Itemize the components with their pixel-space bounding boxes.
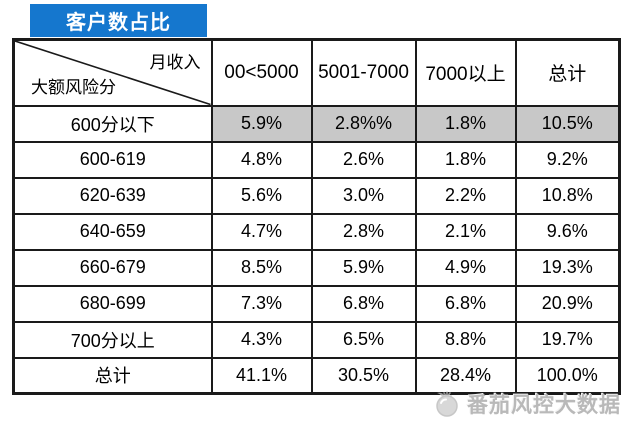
column-header: 00<5000 [210, 38, 313, 107]
table-row: 640-659 4.7% 2.8% 2.1% 9.6% [12, 212, 621, 251]
value-cell: 2.8%% [310, 104, 417, 143]
value-cell: 1.8% [414, 140, 517, 179]
value-cell: 2.2% [414, 176, 517, 215]
table-row: 600分以下 5.9% 2.8%% 1.8% 10.5% [12, 104, 621, 143]
value-cell: 20.9% [514, 284, 621, 323]
value-cell: 2.1% [414, 212, 517, 251]
data-table: 月收入 大额风险分 00<5000 5001-7000 7000以上 总计 60… [12, 38, 621, 395]
value-cell: 4.8% [210, 140, 313, 179]
value-cell: 6.8% [414, 284, 517, 323]
row-label: 600-619 [12, 140, 213, 179]
column-header: 7000以上 [414, 38, 517, 107]
row-label: 600分以下 [12, 104, 213, 143]
value-cell: 6.5% [310, 320, 417, 359]
table-row: 600-619 4.8% 2.6% 1.8% 9.2% [12, 140, 621, 179]
table-row: 总计 41.1% 30.5% 28.4% 100.0% [12, 356, 621, 395]
value-cell: 5.9% [210, 104, 313, 143]
column-header: 5001-7000 [310, 38, 417, 107]
column-header: 总计 [514, 38, 621, 107]
corner-row-axis-label: 大额风险分 [31, 77, 116, 97]
value-cell: 19.7% [514, 320, 621, 359]
value-cell: 5.9% [310, 248, 417, 287]
table-row: 620-639 5.6% 3.0% 2.2% 10.8% [12, 176, 621, 215]
value-cell: 1.8% [414, 104, 517, 143]
value-cell: 3.0% [310, 176, 417, 215]
value-cell: 2.6% [310, 140, 417, 179]
value-cell: 4.3% [210, 320, 313, 359]
value-cell: 9.2% [514, 140, 621, 179]
row-label: 640-659 [12, 212, 213, 251]
row-label: 660-679 [12, 248, 213, 287]
table-row: 700分以上 4.3% 6.5% 8.8% 19.7% [12, 320, 621, 359]
corner-col-axis-label: 月收入 [149, 53, 201, 72]
row-label: 680-699 [12, 284, 213, 323]
value-cell: 100.0% [514, 356, 621, 395]
value-cell: 8.8% [414, 320, 517, 359]
table-title: 客户数占比 [66, 12, 171, 34]
table-row: 660-679 8.5% 5.9% 4.9% 19.3% [12, 248, 621, 287]
value-cell: 8.5% [210, 248, 313, 287]
row-label: 700分以上 [12, 320, 213, 359]
value-cell: 7.3% [210, 284, 313, 323]
diagonal-divider-line [15, 41, 211, 105]
table-body: 600分以下 5.9% 2.8%% 1.8% 10.5% 600-619 4.8% 2.6% 1… [12, 104, 621, 395]
value-cell: 4.9% [414, 248, 517, 287]
row-label: 总计 [12, 356, 213, 395]
value-cell: 19.3% [514, 248, 621, 287]
value-cell: 10.5% [514, 104, 621, 143]
table-row: 680-699 7.3% 6.8% 6.8% 20.9% [12, 284, 621, 323]
value-cell: 6.8% [310, 284, 417, 323]
value-cell: 28.4% [414, 356, 517, 395]
value-cell: 5.6% [210, 176, 313, 215]
value-cell: 41.1% [210, 356, 313, 395]
value-cell: 2.8% [310, 212, 417, 251]
corner-cell: 月收入 大额风险分 [12, 38, 213, 107]
value-cell: 9.6% [514, 212, 621, 251]
value-cell: 10.8% [514, 176, 621, 215]
value-cell: 4.7% [210, 212, 313, 251]
header-row: 月收入 大额风险分 00<5000 5001-7000 7000以上 总计 [12, 38, 621, 107]
table-title-badge: 客户数占比 [30, 4, 207, 37]
value-cell: 30.5% [310, 356, 417, 395]
row-label: 620-639 [12, 176, 213, 215]
